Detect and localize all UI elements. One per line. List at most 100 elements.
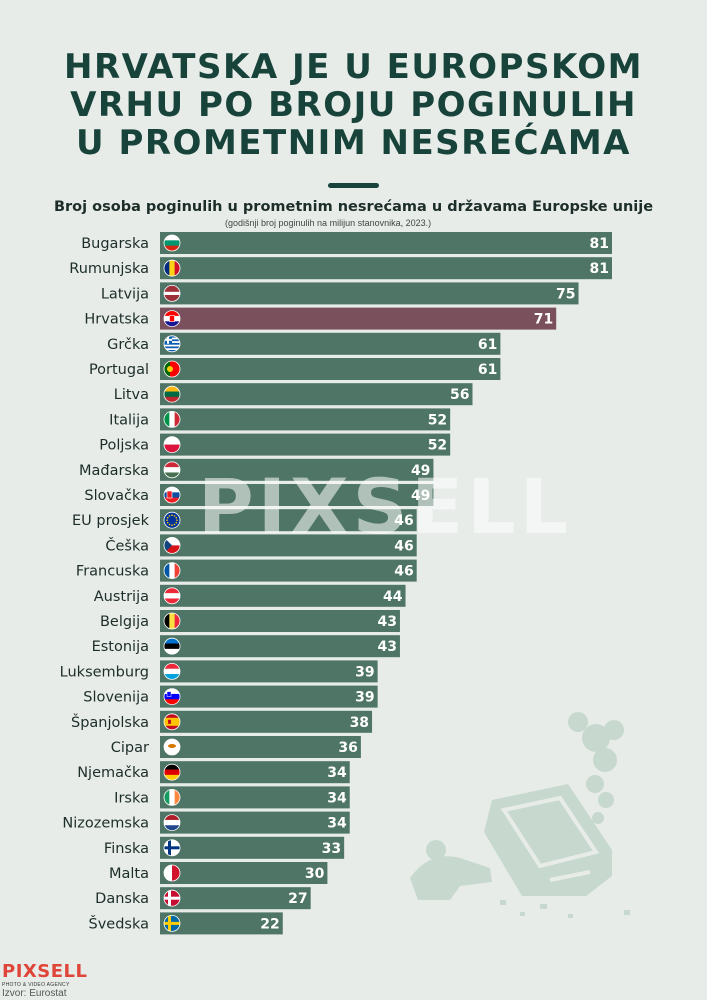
bar-luksemburg bbox=[160, 660, 378, 683]
category-label: Francuska bbox=[76, 564, 149, 580]
bar-rumunjska bbox=[160, 257, 612, 280]
flag-greece-icon bbox=[163, 335, 181, 353]
flag-germany-icon bbox=[163, 763, 181, 781]
bar-italija bbox=[160, 408, 451, 431]
bar-švedska bbox=[160, 912, 283, 935]
bar-danska bbox=[160, 887, 311, 910]
value-label: 34 bbox=[327, 816, 347, 832]
bar-finska bbox=[160, 836, 345, 859]
flag-slovakia-icon bbox=[163, 486, 181, 504]
bar-grčka bbox=[160, 332, 501, 355]
chart-row: Italija 52 bbox=[109, 408, 451, 431]
category-label: Litva bbox=[114, 387, 149, 403]
bar-bugarska bbox=[160, 232, 612, 254]
category-label: Hrvatska bbox=[84, 312, 149, 328]
chart-row: Francuska 46 bbox=[76, 559, 417, 582]
bar-slovačka bbox=[160, 484, 434, 506]
value-label: 81 bbox=[590, 261, 609, 277]
chart-row: Belgija 43 bbox=[100, 610, 400, 632]
flag-croatia-icon bbox=[163, 310, 181, 328]
flag-sweden-icon bbox=[163, 915, 181, 932]
category-label: Irska bbox=[114, 790, 149, 806]
value-label: 56 bbox=[450, 387, 469, 403]
flag-netherlands-icon bbox=[163, 814, 181, 831]
category-label: Mađarska bbox=[79, 463, 149, 479]
bar-malta bbox=[160, 862, 328, 884]
page-title: HRVATSKA JE U EUROPSKOM VRHU PO BROJU PO… bbox=[0, 48, 707, 162]
flag-ireland-icon bbox=[163, 789, 181, 806]
chart-row: Grčka 61 bbox=[107, 332, 501, 355]
value-label: 71 bbox=[534, 312, 553, 328]
logo-tagline: PHOTO & VIDEO AGENCY bbox=[2, 982, 70, 988]
flag-eu-icon bbox=[163, 511, 181, 529]
value-label: 27 bbox=[288, 891, 307, 907]
chart-row: Slovenija 39 bbox=[83, 685, 378, 708]
chart-row: Cipar 36 bbox=[111, 736, 361, 758]
value-label: 61 bbox=[478, 362, 497, 378]
chart-row: Malta 30 bbox=[109, 862, 328, 884]
chart-row: Nizozemska 34 bbox=[62, 811, 350, 834]
category-label: EU prosjek bbox=[72, 513, 150, 529]
flag-romania-icon bbox=[163, 259, 181, 277]
category-label: Finska bbox=[104, 841, 149, 857]
category-label: Španjolska bbox=[71, 713, 149, 731]
category-label: Portugal bbox=[89, 362, 149, 378]
pixsell-logo: PIXSELL bbox=[2, 961, 88, 982]
value-label: 30 bbox=[305, 866, 325, 882]
bar-češka bbox=[160, 534, 417, 557]
chart-row: Bugarska 81 bbox=[81, 232, 612, 254]
flag-belgium-icon bbox=[163, 612, 181, 630]
bar-španjolska bbox=[160, 710, 373, 733]
value-label: 44 bbox=[383, 589, 403, 605]
bar-belgija bbox=[160, 610, 400, 632]
value-label: 61 bbox=[478, 337, 497, 353]
chart-row: Danska 27 bbox=[95, 887, 311, 910]
bar-slovenija bbox=[160, 685, 378, 708]
car-crash-illustration bbox=[410, 712, 630, 918]
title-line-1: HRVATSKA JE U EUROPSKOM bbox=[63, 47, 644, 87]
value-label: 39 bbox=[355, 690, 374, 706]
category-label: Luksemburg bbox=[60, 664, 149, 680]
flag-france-icon bbox=[163, 562, 181, 579]
category-label: Švedska bbox=[89, 914, 150, 932]
category-label: Nizozemska bbox=[62, 816, 149, 832]
chart-row: Španjolska 38 bbox=[71, 710, 373, 733]
chart-row: EU prosjek 46 bbox=[72, 509, 417, 532]
chart-note: (godišnji broj poginulih na milijun stan… bbox=[225, 218, 432, 228]
bar-njemačka bbox=[160, 761, 350, 784]
category-label: Belgija bbox=[100, 614, 149, 630]
value-label: 81 bbox=[590, 236, 609, 252]
category-label: Grčka bbox=[107, 337, 149, 353]
flag-cyprus-icon bbox=[163, 738, 181, 756]
flag-austria-icon bbox=[163, 587, 181, 605]
chart-subtitle: Broj osoba poginulih u prometnim nesreća… bbox=[53, 199, 654, 215]
category-label: Austrija bbox=[94, 589, 149, 605]
category-label: Slovačka bbox=[84, 488, 149, 504]
title-line-3: U PROMETNIM NESREĆAMA bbox=[76, 123, 631, 163]
flag-slovenia-icon bbox=[163, 688, 181, 705]
category-label: Malta bbox=[109, 866, 149, 882]
category-label: Bugarska bbox=[81, 236, 149, 252]
title-divider bbox=[328, 183, 379, 188]
value-label: 49 bbox=[411, 488, 430, 504]
value-label: 49 bbox=[411, 463, 430, 479]
bar-mađarska bbox=[160, 458, 434, 481]
bar-poljska bbox=[160, 433, 451, 456]
chart-row: Poljska 52 bbox=[99, 433, 451, 456]
category-label: Latvija bbox=[101, 286, 149, 302]
flag-malta-icon bbox=[163, 864, 181, 882]
category-label: Poljska bbox=[99, 438, 149, 454]
category-label: Italija bbox=[109, 412, 149, 428]
value-label: 52 bbox=[428, 438, 447, 454]
flag-estonia-icon bbox=[163, 637, 181, 655]
flag-czechia-icon bbox=[163, 537, 181, 554]
flag-poland-icon bbox=[163, 436, 181, 454]
value-label: 34 bbox=[327, 790, 347, 806]
title-line-2: VRHU PO BROJU POGINULIH bbox=[70, 85, 637, 125]
chart-row: Slovačka 49 bbox=[84, 484, 434, 506]
value-label: 46 bbox=[394, 513, 413, 529]
bar-litva bbox=[160, 383, 473, 406]
bar-portugal bbox=[160, 358, 501, 380]
flag-portugal-icon bbox=[163, 360, 181, 378]
